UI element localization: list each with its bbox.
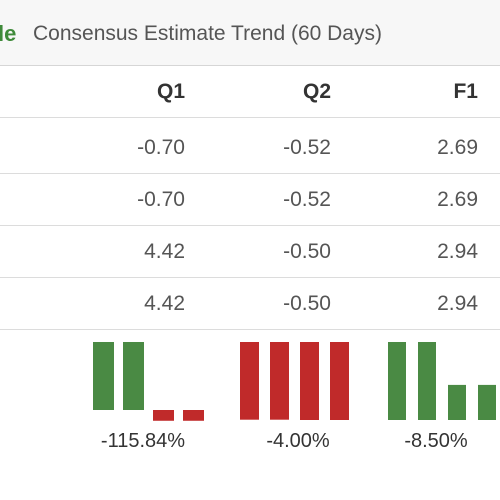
- cell-q2: -0.50: [283, 240, 331, 263]
- cell-q1: -0.70: [137, 188, 185, 211]
- cell-q2: -0.52: [283, 136, 331, 159]
- q2-change-percent: -4.00%: [266, 430, 330, 452]
- trend-bar-q1-3: [153, 410, 174, 421]
- cell-q2: -0.50: [283, 292, 331, 315]
- column-header-q1: Q1: [156, 80, 185, 103]
- cell-q2: -0.52: [283, 188, 331, 211]
- cell-f1: 2.69: [437, 188, 478, 211]
- cell-q1: 4.42: [144, 240, 185, 263]
- trend-mini-charts: [93, 342, 496, 421]
- trend-bar-q1-4: [183, 410, 204, 421]
- trend-bar-q2-3: [300, 342, 319, 420]
- trend-bar-f1-4: [478, 384, 496, 420]
- cell-q1: 4.42: [144, 292, 185, 315]
- trend-bar-q1-2: [123, 342, 144, 410]
- widget-header: le Consensus Estimate Trend (60 Days): [0, 0, 500, 66]
- f1-change-percent: -8.50%: [404, 430, 468, 452]
- trend-bar-q2-4: [330, 342, 349, 420]
- table-row: o 4.42 -0.50 2.94: [0, 278, 500, 330]
- trend-bar-q2-2: [270, 342, 289, 420]
- trend-bar-f1-2: [418, 342, 436, 420]
- header-brand-fragment: le: [0, 21, 17, 46]
- widget-title: Consensus Estimate Trend (60 Days): [33, 22, 382, 45]
- trend-bar-q2-1: [240, 342, 259, 420]
- cell-f1: 2.94: [437, 240, 478, 263]
- q1-change-percent: -115.84%: [100, 430, 186, 452]
- trend-bar-f1-3: [448, 384, 466, 420]
- cell-f1: 2.69: [437, 136, 478, 159]
- trend-bar-f1-1: [388, 342, 406, 420]
- cell-q1: -0.70: [137, 136, 185, 159]
- table-row: o -0.70 -0.52 2.69: [0, 174, 500, 226]
- column-header-row: Q1 Q2 F1: [0, 66, 500, 118]
- cell-f1: 2.94: [437, 292, 478, 315]
- column-header-q2: Q2: [302, 80, 331, 103]
- trend-bar-q1-1: [93, 342, 114, 410]
- table-row: o 4.42 -0.50 2.94: [0, 226, 500, 278]
- column-header-f1: F1: [453, 80, 478, 103]
- table-row: -0.70 -0.52 2.69: [0, 122, 500, 174]
